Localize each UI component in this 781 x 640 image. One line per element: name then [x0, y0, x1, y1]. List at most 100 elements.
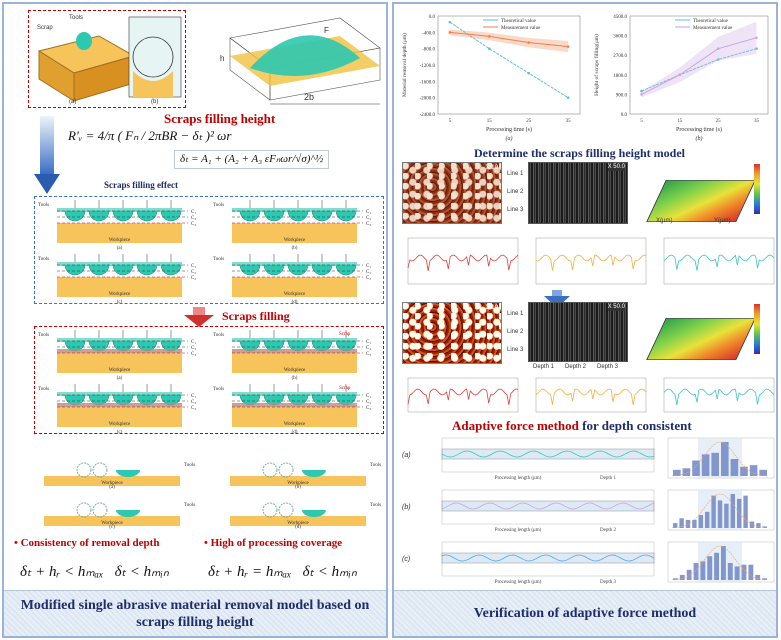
- layer-label: C₂: [191, 346, 196, 351]
- abrasive-grain: [311, 210, 333, 222]
- histogram-bar: [721, 546, 726, 580]
- workpiece-block: [232, 277, 357, 297]
- histogram: [667, 489, 775, 531]
- depth-line: [441, 554, 655, 562]
- layer-label: C₁: [366, 264, 371, 269]
- workpiece-block: [57, 353, 182, 373]
- abrasive-grain: [116, 510, 140, 517]
- removal-rate-formula: R′ᵥ = 4/π ( Fₙ / 2πBR − δₜ )² ωr: [68, 128, 232, 143]
- data-point: [487, 35, 491, 38]
- tolerance-band: [441, 448, 655, 460]
- scrap-detail-diagrams: Tools Workpiece (a) Tools Workpiece (b) Tools W…: [14, 450, 386, 530]
- caption: (c): [117, 430, 123, 435]
- histogram-bar: [692, 519, 697, 528]
- y-tick-label: 0.0: [621, 113, 628, 118]
- series-line: [449, 21, 569, 99]
- histogram-bar: [714, 552, 719, 580]
- normal-curve: [671, 493, 769, 529]
- tools-label: Tools: [38, 333, 49, 338]
- filling-effect-diagrams: C₁ C₂ C₃ Tools Workpiece (a) C₁ C₂ C₃ Tools Workpi…: [34, 196, 384, 305]
- grain-outline: [92, 502, 108, 518]
- y-tick-label: 1800.0: [613, 74, 627, 79]
- adaptive-title-blue: for depth consistent: [578, 418, 692, 433]
- layer-label: C₁: [191, 340, 196, 345]
- histogram-bar: [673, 469, 681, 476]
- grain-outline: [278, 462, 294, 478]
- layer-label: C₁: [191, 394, 196, 399]
- condition-formula-1: δₜ + hᵣ < hₘₐₓ δₜ < hₘᵢₙ: [20, 564, 169, 580]
- histogram-bar: [673, 578, 678, 580]
- tools-label: Tools: [184, 503, 195, 508]
- histogram-bar: [756, 523, 761, 528]
- right-footer-title: Verification of adaptive force method: [394, 590, 776, 636]
- histogram-bar: [679, 518, 684, 528]
- histogram-bar: [762, 578, 767, 580]
- workpiece-block: [230, 476, 366, 486]
- workpiece-label: Workpiece: [109, 368, 131, 373]
- caption-a: (a): [69, 99, 77, 105]
- tools-label: Tools: [370, 503, 381, 508]
- tool-layer: [232, 338, 357, 342]
- profile-line: [663, 388, 775, 406]
- tool-layer: [57, 338, 182, 342]
- plot-frame: [629, 15, 769, 115]
- histogram-bar: [679, 574, 685, 580]
- histogram-bar: [701, 454, 710, 476]
- histogram-bar: [717, 500, 723, 528]
- red-down-arrow-icon: [184, 307, 214, 329]
- normal-curve: [671, 545, 769, 581]
- profile-line: [535, 254, 647, 271]
- histogram: [667, 541, 775, 583]
- histogram-bar: [673, 523, 678, 528]
- series-line: [449, 31, 569, 48]
- scrap-label: Scrap: [37, 25, 53, 31]
- x-axis-label: Processing time (s): [676, 126, 722, 133]
- x-axis-label: Processing length (μm): [495, 580, 542, 585]
- x-tick-label: 5: [449, 119, 452, 124]
- data-point: [527, 41, 531, 44]
- layer-label: C₁: [366, 394, 371, 399]
- grain-outline: [76, 502, 92, 518]
- model-title: Determine the scraps filling height mode…: [474, 146, 685, 160]
- scrap-label: Scrap: [339, 332, 351, 337]
- y-tick-label: 4500.0: [613, 15, 627, 20]
- x-axis-label: Processing length (μm): [495, 528, 542, 533]
- bullet-consistency: • Consistency of removal depth: [14, 537, 160, 549]
- histogram-bar: [762, 526, 767, 528]
- line-scan-before: X 50.0 Line 1 Line 2 Line 3: [507, 162, 628, 224]
- tools-label: Tools: [213, 387, 224, 392]
- magnification-label: X 50.0: [607, 164, 625, 171]
- depth-line-chart: Processing length (μm) Depth 2: [441, 489, 655, 533]
- histogram-bar: [698, 515, 703, 528]
- depth-line-chart: Processing length (μm) Depth 3: [441, 541, 655, 585]
- bullet-text: Consistency of removal depth: [20, 537, 160, 549]
- layer-label: C₃: [366, 352, 371, 357]
- adaptive-results: (a) Processing length (μm) Depth 1 (b) Proce…: [398, 436, 776, 592]
- abrasive-grain: [287, 210, 309, 222]
- process-diagrams: C₁C₂C₃ToolsWorkpiece(a)C₁C₂C₃ToolsWorkpi…: [38, 200, 371, 305]
- legend-label: Theoretical value: [501, 19, 537, 24]
- line-label: Line 3: [507, 347, 524, 353]
- histogram-bar: [749, 465, 758, 476]
- y-axis-label: Material removal depth (μm): [401, 33, 408, 97]
- depth-label: Depth 2: [600, 528, 616, 533]
- abrasive-grain: [160, 210, 182, 222]
- abrasive-grain: [239, 210, 261, 222]
- error-band: [449, 29, 569, 53]
- histogram-bar: [741, 564, 747, 580]
- layer-label: C₂: [366, 216, 371, 221]
- data-point: [566, 45, 570, 48]
- histogram-bar: [759, 469, 767, 476]
- tool-layer: [57, 392, 182, 396]
- layer-label: C₂: [191, 216, 196, 221]
- abrasive-grain: [239, 264, 261, 276]
- x-tick-label: 15: [677, 119, 683, 124]
- profile-line: [407, 254, 519, 272]
- y-axis-label: Height of scraps filling(μm): [593, 34, 600, 96]
- magnification-label: X 50.0: [607, 304, 625, 311]
- workpiece-label: Workpiece: [284, 422, 306, 427]
- workpiece-label: Workpiece: [109, 422, 131, 427]
- workpiece-label: Workpiece: [284, 292, 306, 297]
- layer-label: C₂: [191, 270, 196, 275]
- legend-label: Measurement value: [501, 26, 541, 31]
